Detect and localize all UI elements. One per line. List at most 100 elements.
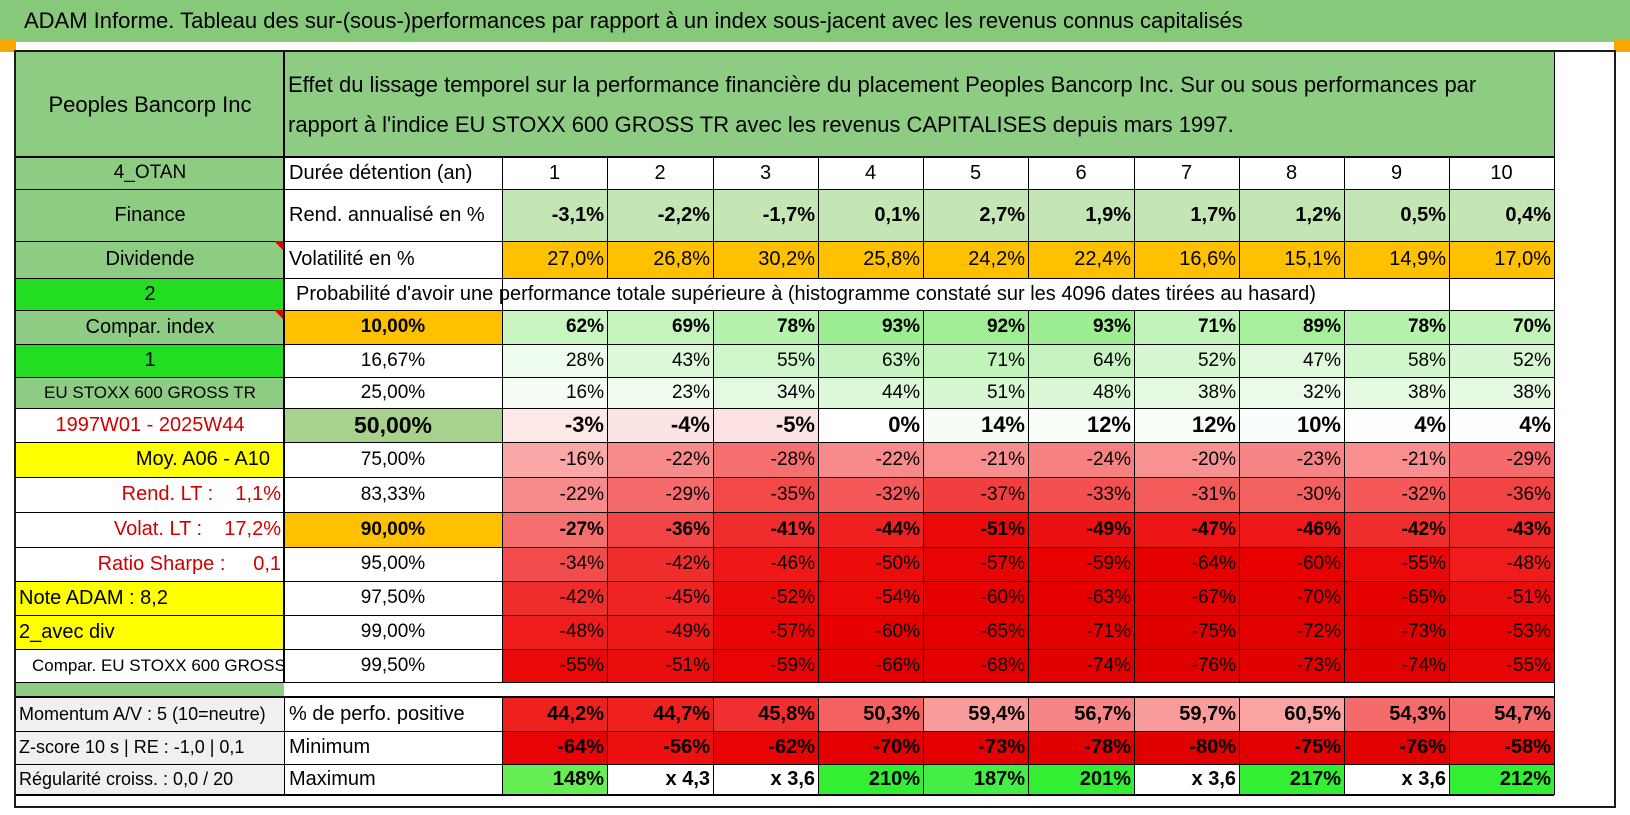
matrix-cell: 38% [1134, 377, 1239, 408]
matrix-cell: -22% [502, 477, 607, 512]
grid-line [606, 310, 608, 682]
orange-corner-mark-right [1614, 40, 1630, 52]
bottom-cell: 45,8% [713, 697, 818, 731]
matrix-cell: -73% [1344, 615, 1449, 649]
matrix-cell: -28% [713, 442, 818, 477]
bottom-cell: -58% [1449, 731, 1554, 764]
bottom-row-label-2: Minimum [289, 736, 371, 758]
annual-return-4: 0,1% [818, 189, 923, 241]
matrix-cell: -5% [713, 408, 818, 442]
grid-line [501, 697, 503, 795]
matrix-cell: -49% [1028, 512, 1134, 547]
matrix-cell: 44% [818, 377, 923, 408]
matrix-cell: -30% [1239, 477, 1344, 512]
grid-line [712, 310, 714, 682]
orange-corner-mark-left [0, 40, 16, 52]
annual-return-6: 1,9% [1028, 189, 1134, 241]
year-header-5: 5 [969, 161, 982, 184]
bottom-cell: x 3,6 [1344, 764, 1449, 795]
left-label-6: 1 [16, 344, 284, 377]
comment-marker-icon [274, 241, 283, 250]
grid-line [16, 681, 1554, 683]
matrix-cell: -33% [1028, 477, 1134, 512]
performance-table: Peoples Bancorp Inc Effet du lissage temp… [14, 50, 1616, 808]
matrix-cell: -54% [818, 581, 923, 615]
spacer-bar [16, 682, 284, 697]
matrix-cell: 71% [1134, 310, 1239, 344]
matrix-cell: -75% [1134, 615, 1239, 649]
matrix-cell: -65% [923, 615, 1028, 649]
volatility-label: Volatilité en % [289, 248, 415, 270]
grid-line [501, 157, 503, 278]
matrix-cell: -48% [502, 615, 607, 649]
matrix-cell: -32% [1344, 477, 1449, 512]
year-header-8: 8 [1285, 161, 1298, 184]
matrix-cell: 52% [1449, 344, 1554, 377]
grid-line [1448, 157, 1450, 278]
matrix-cell: -60% [923, 581, 1028, 615]
percentile-5: 75,00% [284, 442, 502, 477]
matrix-cell: 14% [923, 408, 1028, 442]
grid-line [1448, 310, 1450, 682]
matrix-cell: -73% [1239, 649, 1344, 682]
grid-line [606, 697, 608, 795]
annual-return-1: -3,1% [502, 189, 607, 241]
matrix-cell: -66% [818, 649, 923, 682]
holding-duration-label: Durée détention (an) [289, 161, 473, 184]
grid-line [1027, 157, 1029, 278]
matrix-cell: -43% [1449, 512, 1554, 547]
matrix-cell: -42% [1344, 512, 1449, 547]
bottom-cell: -78% [1028, 731, 1134, 764]
matrix-cell: -48% [1449, 547, 1554, 581]
matrix-cell: 93% [1028, 310, 1134, 344]
matrix-cell: -22% [607, 442, 713, 477]
percentile-10: 99,00% [284, 615, 502, 649]
matrix-cell: -29% [1449, 442, 1554, 477]
grid-line [16, 476, 1554, 478]
left-label-12: Ratio Sharpe : 0,1 [16, 547, 284, 581]
matrix-cell: 78% [1344, 310, 1449, 344]
matrix-cell: -24% [1028, 442, 1134, 477]
matrix-cell: 4% [1449, 408, 1554, 442]
matrix-cell: 38% [1344, 377, 1449, 408]
left-label-5: Compar. index [16, 310, 284, 344]
grid-line [16, 580, 1554, 582]
grid-line [712, 697, 714, 795]
grid-line [1027, 310, 1029, 682]
left-label-9: Moy. A06 - A10 [16, 442, 284, 477]
matrix-cell: -72% [1239, 615, 1344, 649]
matrix-cell: -63% [1028, 581, 1134, 615]
volatility-6: 22,4% [1028, 241, 1134, 278]
matrix-cell: 16% [502, 377, 607, 408]
matrix-cell: -50% [818, 547, 923, 581]
matrix-cell: -46% [713, 547, 818, 581]
matrix-cell: 58% [1344, 344, 1449, 377]
grid-line [1553, 52, 1555, 795]
matrix-cell: 48% [1028, 377, 1134, 408]
grid-line [1448, 278, 1450, 310]
matrix-cell: -65% [1344, 581, 1449, 615]
grid-line [922, 157, 924, 278]
matrix-cell: -74% [1344, 649, 1449, 682]
bottom-row-label-1: % de perfo. positive [289, 702, 465, 725]
grid-line [16, 240, 1554, 242]
percentile-8: 95,00% [284, 547, 502, 581]
grid-line [817, 157, 819, 278]
matrix-cell: 62% [502, 310, 607, 344]
grid-line [1448, 697, 1450, 795]
grid-line [1343, 697, 1345, 795]
matrix-cell: -29% [607, 477, 713, 512]
bottom-cell: 148% [502, 764, 607, 795]
matrix-cell: -31% [1134, 477, 1239, 512]
left-label-7: EU STOXX 600 GROSS TR [16, 377, 284, 408]
matrix-cell: 4% [1344, 408, 1449, 442]
matrix-cell: -52% [713, 581, 818, 615]
grid-line [283, 52, 285, 682]
bottom-left-label-2: Z-score 10 s | RE : -1,0 | 0,1 [16, 731, 284, 764]
matrix-cell: 78% [713, 310, 818, 344]
percentile-2: 16,67% [284, 344, 502, 377]
grid-line [16, 156, 1554, 158]
matrix-cell: -59% [1028, 547, 1134, 581]
year-header-6: 6 [1075, 161, 1087, 184]
grid-line [16, 763, 1554, 765]
